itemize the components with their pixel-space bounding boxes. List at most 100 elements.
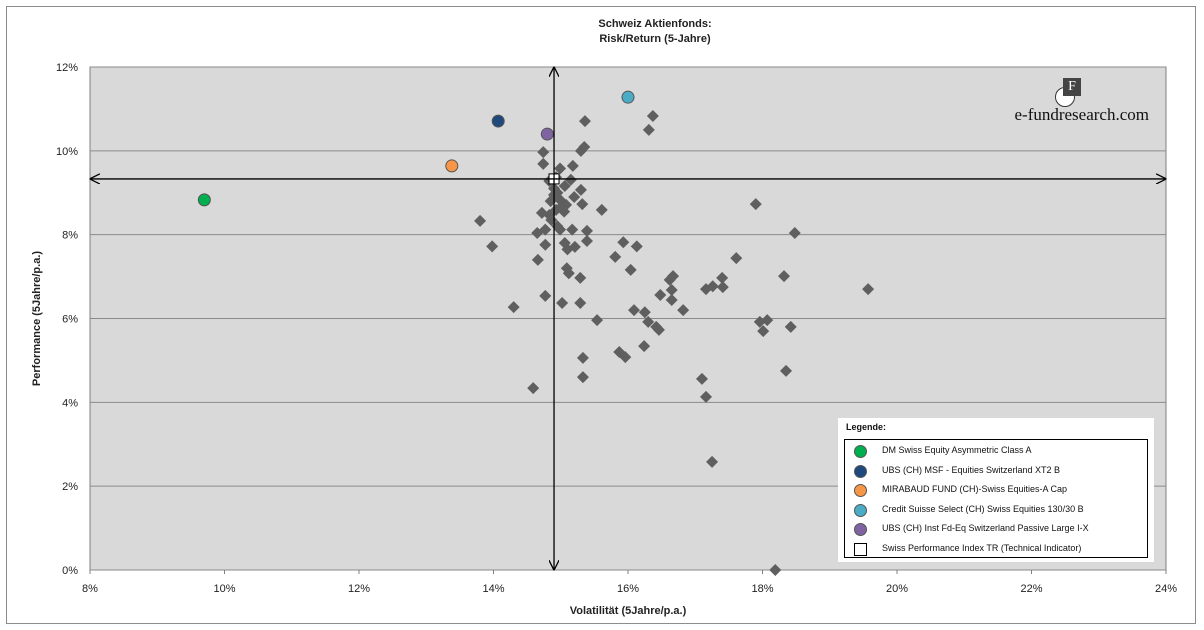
legend-label: UBS (CH) Inst Fd-Eq Switzerland Passive … xyxy=(882,523,1089,533)
highlighted-fund-point xyxy=(197,193,211,207)
peer-fund-point xyxy=(561,243,574,256)
legend-circle-marker-icon xyxy=(854,503,867,517)
x-tick-label: 12% xyxy=(348,583,370,595)
peer-fund-point xyxy=(862,283,875,296)
legend-label: UBS (CH) MSF - Equities Switzerland XT2 … xyxy=(882,464,1061,475)
peer-fund-point xyxy=(761,314,774,327)
chart-title-line2: Risk/Return (5-Jahre) xyxy=(599,33,711,45)
legend-label: Credit Suisse Select (CH) Swiss Equities… xyxy=(882,503,1084,514)
peer-fund-point xyxy=(695,372,708,385)
peer-fund-point xyxy=(769,564,782,576)
peer-fund-point xyxy=(716,281,729,294)
legend: Legende: DM Swiss Equity Asymmetric Clas… xyxy=(838,418,1154,562)
peer-fund-point xyxy=(630,240,643,253)
legend-box: DM Swiss Equity Asymmetric Class A UBS (C… xyxy=(844,439,1148,558)
efundresearch-logo: F e-fundresearch.com xyxy=(965,78,1155,128)
peer-fund-point xyxy=(624,263,637,276)
x-tick-label: 24% xyxy=(1155,583,1177,595)
peer-fund-point xyxy=(527,382,540,395)
peer-fund-point xyxy=(474,214,487,227)
peer-fund-point xyxy=(654,289,667,302)
peer-fund-point xyxy=(780,364,793,377)
peer-fund-point xyxy=(652,323,665,336)
legend-item: UBS (CH) MSF - Equities Switzerland XT2 … xyxy=(845,462,1147,481)
peer-fund-point xyxy=(539,289,552,302)
peer-fund-point xyxy=(574,144,587,157)
legend-circle-marker-icon xyxy=(854,484,867,497)
highlighted-fund-point xyxy=(540,127,554,141)
peer-fund-point xyxy=(539,238,552,251)
peer-fund-point xyxy=(574,271,587,284)
peer-fund-point xyxy=(580,234,593,247)
peer-fund-point xyxy=(646,110,659,123)
peer-fund-point xyxy=(730,252,743,265)
peer-fund-point xyxy=(566,159,579,172)
peer-fund-point xyxy=(576,351,589,364)
x-tick-label: 22% xyxy=(1020,583,1042,595)
peer-fund-point xyxy=(619,351,632,364)
peer-fund-point xyxy=(576,371,589,384)
y-tick-label: 4% xyxy=(62,397,78,409)
logo-letter: F xyxy=(1063,78,1081,96)
peer-fund-point xyxy=(574,183,587,196)
peer-fund-point xyxy=(617,236,630,249)
peer-fund-point xyxy=(642,123,655,136)
peer-fund-point xyxy=(609,250,622,263)
y-tick-label: 8% xyxy=(62,230,78,242)
peer-fund-point xyxy=(788,226,801,239)
legend-item: MIRABAUD FUND (CH)-Swiss Equities-A Cap xyxy=(845,481,1147,500)
peer-fund-point xyxy=(667,270,680,283)
peer-fund-point xyxy=(576,198,589,211)
x-tick-label: 8% xyxy=(82,583,98,595)
legend-circle-marker-icon xyxy=(854,445,867,458)
legend-item: Swiss Performance Index TR (Technical In… xyxy=(845,540,1147,559)
y-axis-label: Performance (5Jahre/p.a.) xyxy=(31,251,43,386)
peer-fund-point xyxy=(677,304,690,317)
peer-fund-point xyxy=(537,157,550,170)
highlighted-fund-point xyxy=(621,90,635,104)
logo-text: e-fundresearch.com xyxy=(1014,105,1149,124)
peer-fund-point xyxy=(628,304,641,317)
legend-label: DM Swiss Equity Asymmetric Class A xyxy=(882,445,1032,455)
peer-fund-point xyxy=(749,198,762,211)
peer-fund-point xyxy=(757,325,770,338)
peer-fund-point xyxy=(507,301,520,314)
legend-label: MIRABAUD FUND (CH)-Swiss Equities-A Cap xyxy=(882,484,1068,494)
peer-fund-point xyxy=(638,306,651,319)
peer-fund-point xyxy=(778,270,791,283)
peer-fund-point xyxy=(638,340,651,353)
peer-fund-point xyxy=(706,280,719,293)
x-tick-label: 14% xyxy=(482,583,504,595)
legend-item: Credit Suisse Select (CH) Swiss Equities… xyxy=(845,501,1147,520)
legend-item: DM Swiss Equity Asymmetric Class A xyxy=(845,442,1147,461)
peer-fund-point xyxy=(784,320,797,333)
legend-circle-marker-icon xyxy=(854,523,867,536)
legend-title: Legende: xyxy=(846,422,887,432)
peer-fund-point xyxy=(537,146,550,159)
x-axis-label: Volatilität (5Jahre/p.a.) xyxy=(570,605,687,617)
chart-frame xyxy=(6,6,1196,624)
peer-fund-point xyxy=(700,390,713,403)
legend-square-marker-icon xyxy=(854,542,867,556)
peer-fund-point xyxy=(568,190,581,203)
peer-fund-point xyxy=(665,294,678,307)
peer-fund-point xyxy=(539,223,552,236)
peer-fund-point xyxy=(591,314,604,327)
x-tick-label: 18% xyxy=(751,583,773,595)
peer-fund-point xyxy=(665,283,678,296)
peer-fund-point xyxy=(486,240,499,253)
legend-label: Swiss Performance Index TR (Technical In… xyxy=(882,542,1082,553)
peer-fund-point xyxy=(706,455,719,468)
y-tick-label: 6% xyxy=(62,314,78,326)
peer-fund-point xyxy=(578,115,591,128)
y-tick-label: 2% xyxy=(62,481,78,493)
peer-fund-point xyxy=(535,206,548,219)
x-tick-label: 16% xyxy=(617,583,639,595)
highlighted-fund-point xyxy=(445,159,459,173)
peer-fund-point xyxy=(580,224,593,237)
peer-fund-point xyxy=(562,267,575,280)
highlighted-fund-point xyxy=(491,114,505,128)
peer-fund-point xyxy=(531,253,544,266)
legend-circle-marker-icon xyxy=(854,464,867,478)
y-tick-label: 10% xyxy=(56,146,78,158)
